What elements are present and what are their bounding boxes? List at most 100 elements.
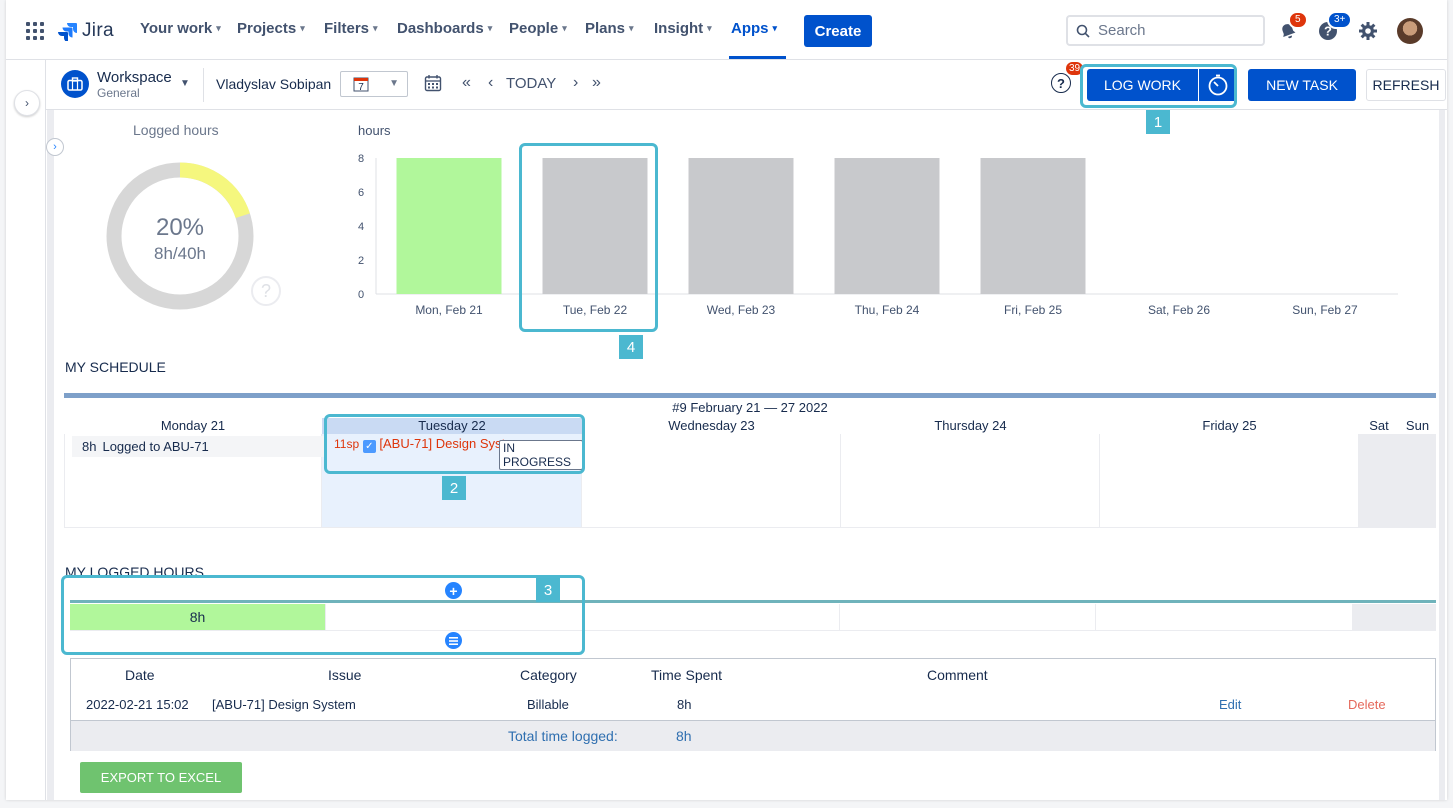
- export-excel-button[interactable]: EXPORT TO EXCEL: [80, 762, 242, 793]
- x-tick-label: Sun, Feb 27: [1292, 303, 1358, 317]
- prev-period-fast-icon[interactable]: «: [462, 74, 471, 91]
- settings-button[interactable]: [1356, 19, 1380, 43]
- day-column-saturday[interactable]: [1359, 434, 1399, 528]
- day-column-monday[interactable]: [64, 434, 322, 528]
- nav-projects[interactable]: Projects ▾: [237, 20, 305, 37]
- user-avatar[interactable]: [1397, 18, 1423, 44]
- donut-progress-arc: [106, 162, 254, 310]
- log-work-button[interactable]: LOG WORK: [1087, 69, 1198, 101]
- day-header: Tuesday 22: [418, 418, 486, 433]
- today-button[interactable]: TODAY: [506, 75, 557, 92]
- jira-logo[interactable]: Jira: [58, 19, 114, 43]
- search-input[interactable]: Search: [1066, 15, 1265, 46]
- donut-percent: 20%: [155, 214, 205, 241]
- nav-filters[interactable]: Filters ▾: [324, 20, 378, 37]
- logged-hours-cell-wed[interactable]: [583, 604, 840, 631]
- delete-link[interactable]: Delete: [1348, 697, 1386, 712]
- expand-sidebar-button[interactable]: ›: [14, 90, 40, 116]
- top-nav: Jira Your work ▾ Projects ▾ Filters ▾ Dashb…: [6, 0, 1447, 60]
- day-column-thursday[interactable]: [841, 434, 1100, 528]
- logged-hours-cell-sun[interactable]: [1394, 604, 1436, 631]
- chevron-down-icon: ▾: [216, 23, 221, 33]
- task-title[interactable]: [ABU-71] Design System: [379, 436, 524, 451]
- period-select[interactable]: 7 ▼: [340, 71, 408, 97]
- logged-hours-cell-tue[interactable]: [326, 604, 583, 631]
- help-menu-button[interactable]: ? 3+: [1316, 11, 1353, 43]
- list-icon: [449, 636, 458, 645]
- bell-icon: [1282, 24, 1296, 39]
- y-tick-label: 6: [358, 187, 364, 199]
- logged-entry[interactable]: 8h Logged to ABU-71: [72, 436, 325, 457]
- logged-hours-cell-thu[interactable]: [840, 604, 1096, 631]
- status-badge: IN PROGRESS: [499, 440, 583, 470]
- x-tick-label: Thu, Feb 24: [855, 303, 920, 317]
- notifications-button[interactable]: 5: [1276, 11, 1308, 43]
- panel-gutter: [47, 110, 54, 800]
- nav-apps[interactable]: Apps ▾: [731, 20, 777, 37]
- add-worklog-button[interactable]: +: [445, 582, 462, 599]
- chevron-right-icon: ›: [53, 141, 57, 153]
- task-card[interactable]: 11sp ✓ [ABU-71] Design System IN PROGRES…: [334, 436, 583, 472]
- app-frame: Jira Your work ▾ Projects ▾ Filters ▾ Dashb…: [6, 0, 1447, 800]
- sidebar-divider: [45, 60, 46, 800]
- new-task-button[interactable]: NEW TASK: [1248, 69, 1356, 101]
- logged-entry-text: Logged to ABU-71: [102, 439, 209, 454]
- svg-text:?: ?: [1324, 24, 1332, 39]
- logged-hours-cell-mon[interactable]: 8h: [70, 604, 326, 631]
- next-period-fast-icon[interactable]: »: [592, 74, 601, 91]
- x-tick-label: Fri, Feb 25: [1004, 303, 1062, 317]
- help-icon[interactable]: ?: [251, 276, 281, 306]
- edit-link[interactable]: Edit: [1219, 697, 1242, 712]
- hours-bar-chart: hours 0 2 4 6 8 Mon, Feb 21 Tue, Feb 22 Wed, Feb…: [358, 123, 1398, 317]
- chevron-down-icon: ▾: [562, 23, 567, 33]
- plus-icon: +: [449, 582, 458, 599]
- x-tick-label: Sat, Feb 26: [1148, 303, 1210, 317]
- search-placeholder: Search: [1098, 22, 1146, 39]
- nav-people[interactable]: People ▾: [509, 20, 567, 37]
- workspace-subtitle: General: [97, 86, 140, 100]
- scrollbar-track[interactable]: [1439, 110, 1445, 800]
- day-header: Sun: [1405, 418, 1430, 433]
- next-period-icon[interactable]: ›: [573, 74, 579, 91]
- calendar-picker-button[interactable]: [424, 74, 442, 97]
- caret-down-icon: ▼: [389, 78, 399, 89]
- y-tick-label: 0: [358, 289, 364, 301]
- logo-text: Jira: [82, 20, 114, 41]
- y-axis-label: hours: [358, 123, 391, 138]
- list-details-button[interactable]: [445, 632, 462, 649]
- day-column-sunday[interactable]: [1399, 434, 1436, 528]
- row-issue[interactable]: [ABU-71] Design System: [212, 697, 356, 712]
- nav-dashboards[interactable]: Dashboards ▾: [397, 20, 492, 37]
- logged-hours-cell-fri[interactable]: [1096, 604, 1353, 631]
- app-switcher-icon[interactable]: [26, 22, 44, 40]
- gear-icon: [1359, 22, 1377, 40]
- timer-button[interactable]: [1199, 69, 1237, 101]
- prev-period-icon[interactable]: ‹: [488, 74, 494, 91]
- briefcase-icon: [61, 70, 89, 98]
- caret-down-icon[interactable]: ▼: [180, 78, 190, 89]
- chevron-down-icon: ▾: [487, 23, 493, 33]
- day-header: Wednesday 23: [668, 418, 755, 433]
- calendar-icon: [424, 75, 442, 92]
- refresh-button[interactable]: REFRESH: [1366, 69, 1446, 101]
- nav-plans[interactable]: Plans ▾: [585, 20, 634, 37]
- help-icon[interactable]: ?: [1051, 73, 1071, 93]
- nav-label: Insight: [654, 20, 704, 37]
- chevron-down-icon: ▾: [373, 23, 378, 33]
- nav-your-work[interactable]: Your work ▾: [140, 20, 221, 37]
- day-header: Sat: [1369, 418, 1389, 433]
- expand-panel-button[interactable]: ›: [46, 138, 64, 156]
- column-header-comment: Comment: [927, 667, 988, 683]
- user-selector[interactable]: Vladyslav Sobipan: [216, 76, 332, 92]
- day-column-friday[interactable]: [1100, 434, 1359, 528]
- help-count-badge: 3+: [1327, 11, 1353, 29]
- y-tick-label: 4: [358, 221, 364, 233]
- bar-expected: [542, 158, 648, 294]
- svg-text:7: 7: [358, 82, 364, 92]
- day-column-wednesday[interactable]: [582, 434, 841, 528]
- workspace-name[interactable]: Workspace: [97, 69, 172, 86]
- logged-hours-cell-sat[interactable]: [1353, 604, 1394, 631]
- create-button[interactable]: Create: [804, 15, 872, 47]
- toolbar: Workspace General ▼ Vladyslav Sobipan 7 …: [46, 60, 1447, 110]
- nav-insight[interactable]: Insight ▾: [654, 20, 712, 37]
